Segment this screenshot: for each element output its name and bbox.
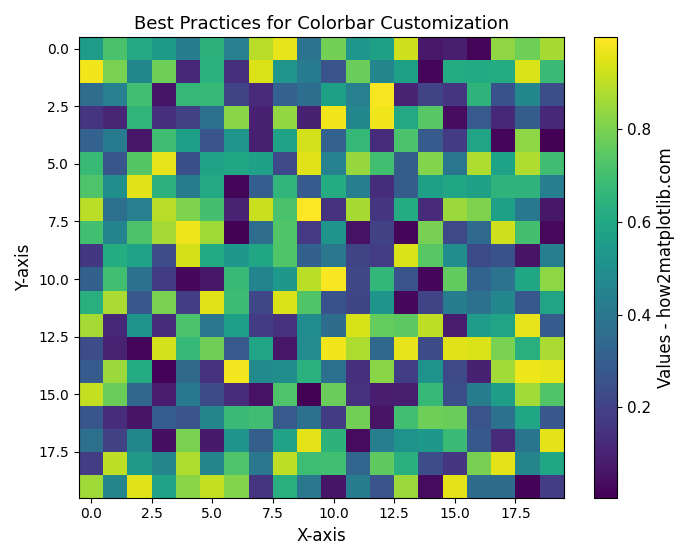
Title: Best Practices for Colorbar Customization: Best Practices for Colorbar Customizatio…	[134, 15, 509, 33]
Y-axis label: Y-axis: Y-axis	[15, 244, 33, 291]
X-axis label: X-axis: X-axis	[297, 527, 346, 545]
Y-axis label: Values - how2matplotlib.com: Values - how2matplotlib.com	[657, 147, 675, 388]
